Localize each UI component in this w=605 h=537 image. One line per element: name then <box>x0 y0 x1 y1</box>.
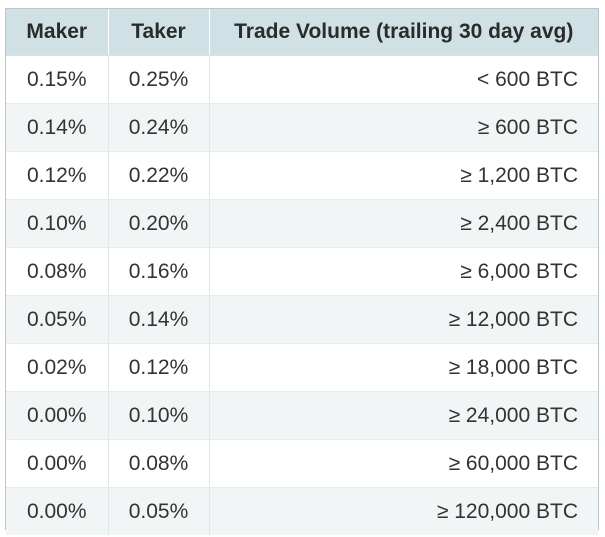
trade-volume-cell: ≥ 24,000 BTC <box>209 391 598 440</box>
taker-fee-cell: 0.14% <box>108 295 210 344</box>
table-row: 0.00% 0.05% ≥ 120,000 BTC <box>6 487 598 535</box>
taker-fee-cell: 0.08% <box>108 439 210 488</box>
taker-fee-cell: 0.25% <box>108 55 210 104</box>
trade-volume-cell: ≥ 120,000 BTC <box>209 487 598 535</box>
trade-volume-cell: < 600 BTC <box>209 55 598 104</box>
taker-fee-cell: 0.10% <box>108 391 210 440</box>
table-row: 0.00% 0.10% ≥ 24,000 BTC <box>6 391 598 440</box>
table-row: 0.15% 0.25% < 600 BTC <box>6 55 598 104</box>
taker-fee-cell: 0.16% <box>108 247 210 296</box>
maker-fee-cell: 0.15% <box>6 55 109 104</box>
trade-volume-cell: ≥ 12,000 BTC <box>209 295 598 344</box>
trade-volume-cell: ≥ 6,000 BTC <box>209 247 598 296</box>
fee-schedule-table: Maker Taker Trade Volume (trailing 30 da… <box>6 9 598 535</box>
taker-fee-cell: 0.20% <box>108 199 210 248</box>
table-row: 0.12% 0.22% ≥ 1,200 BTC <box>6 151 598 200</box>
maker-fee-cell: 0.00% <box>6 439 109 488</box>
table-header: Maker Taker Trade Volume (trailing 30 da… <box>6 9 598 56</box>
trade-volume-cell: ≥ 18,000 BTC <box>209 343 598 392</box>
table-row: 0.00% 0.08% ≥ 60,000 BTC <box>6 439 598 488</box>
maker-fee-cell: 0.05% <box>6 295 109 344</box>
taker-fee-cell: 0.12% <box>108 343 210 392</box>
taker-fee-cell: 0.22% <box>108 151 210 200</box>
maker-fee-cell: 0.00% <box>6 391 109 440</box>
fee-schedule-table-frame: Maker Taker Trade Volume (trailing 30 da… <box>5 8 599 535</box>
table-row: 0.10% 0.20% ≥ 2,400 BTC <box>6 199 598 248</box>
header-maker: Maker <box>6 9 109 56</box>
maker-fee-cell: 0.00% <box>6 487 109 535</box>
table-row: 0.02% 0.12% ≥ 18,000 BTC <box>6 343 598 392</box>
maker-fee-cell: 0.12% <box>6 151 109 200</box>
maker-fee-cell: 0.14% <box>6 103 109 152</box>
trade-volume-cell: ≥ 2,400 BTC <box>209 199 598 248</box>
table-row: 0.05% 0.14% ≥ 12,000 BTC <box>6 295 598 344</box>
header-trade-volume: Trade Volume (trailing 30 day avg) <box>209 9 598 56</box>
table-row: 0.14% 0.24% ≥ 600 BTC <box>6 103 598 152</box>
maker-fee-cell: 0.10% <box>6 199 109 248</box>
trade-volume-cell: ≥ 60,000 BTC <box>209 439 598 488</box>
maker-fee-cell: 0.08% <box>6 247 109 296</box>
taker-fee-cell: 0.24% <box>108 103 210 152</box>
header-taker: Taker <box>108 9 210 56</box>
header-row: Maker Taker Trade Volume (trailing 30 da… <box>6 9 598 56</box>
taker-fee-cell: 0.05% <box>108 487 210 535</box>
trade-volume-cell: ≥ 600 BTC <box>209 103 598 152</box>
trade-volume-cell: ≥ 1,200 BTC <box>209 151 598 200</box>
maker-fee-cell: 0.02% <box>6 343 109 392</box>
table-row: 0.08% 0.16% ≥ 6,000 BTC <box>6 247 598 296</box>
table-body: 0.15% 0.25% < 600 BTC 0.14% 0.24% ≥ 600 … <box>6 55 598 535</box>
